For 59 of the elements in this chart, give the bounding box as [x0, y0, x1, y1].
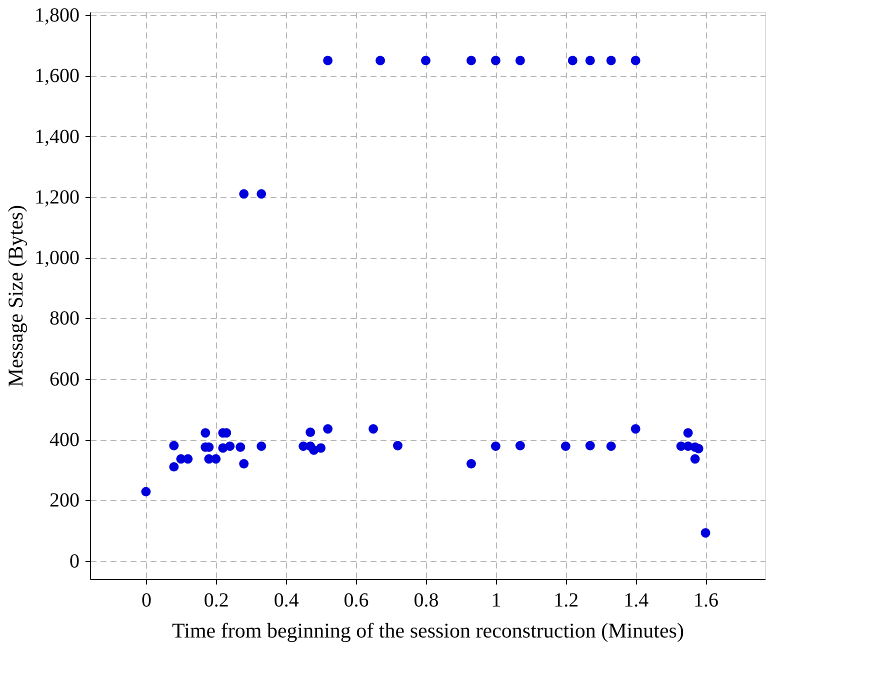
- y-axis-title: Message Size (Bytes): [4, 205, 28, 387]
- point: [630, 424, 640, 434]
- point: [239, 189, 249, 199]
- point: [490, 441, 500, 451]
- x-tick-label: 0: [141, 590, 152, 612]
- y-tick-label: 600: [50, 368, 80, 390]
- point: [466, 459, 476, 469]
- point: [568, 56, 578, 66]
- point: [683, 428, 693, 438]
- y-tick-label: 1,200: [34, 186, 80, 208]
- y-tick-label: 1,000: [34, 247, 80, 270]
- x-tick-label: 1.4: [624, 590, 649, 612]
- point: [169, 462, 179, 472]
- point: [225, 441, 235, 451]
- point: [606, 441, 616, 451]
- point: [200, 428, 210, 438]
- point: [585, 440, 595, 450]
- point: [560, 441, 570, 451]
- point: [323, 424, 333, 434]
- x-tick-label: 1.6: [694, 590, 719, 612]
- point: [141, 486, 151, 496]
- x-tick-label: 0.4: [274, 590, 299, 612]
- x-axis-title: Time from beginning of the session reconstruction (Minutes): [172, 618, 684, 642]
- y-tick-label: 1,800: [34, 4, 80, 27]
- y-tick-label: 0: [70, 550, 80, 572]
- point: [169, 440, 179, 450]
- point: [368, 424, 378, 434]
- x-tick-label: 0.2: [204, 590, 229, 612]
- point: [316, 443, 326, 453]
- point: [393, 440, 403, 450]
- point: [306, 428, 316, 437]
- point: [421, 56, 430, 66]
- point: [630, 56, 640, 66]
- y-tick-label: 1,400: [34, 126, 80, 148]
- y-tick-label: 1,600: [34, 65, 80, 88]
- y-tick-label: 800: [50, 308, 80, 330]
- point: [239, 459, 249, 469]
- y-tick-label: 200: [50, 490, 80, 512]
- x-tick-label: 1: [491, 590, 502, 612]
- point: [256, 189, 266, 199]
- point: [183, 454, 193, 464]
- point: [694, 444, 704, 454]
- point: [256, 441, 266, 451]
- x-tick-label: 0.6: [344, 590, 369, 612]
- point: [515, 56, 525, 66]
- point: [606, 56, 616, 66]
- x-tick-label: 0.8: [414, 590, 439, 612]
- point: [211, 454, 221, 464]
- point: [376, 56, 386, 66]
- point: [700, 528, 710, 538]
- point: [585, 56, 595, 66]
- point: [323, 56, 333, 66]
- x-tick-label: 1.2: [554, 590, 579, 612]
- point: [490, 56, 500, 66]
- point: [466, 56, 476, 66]
- y-tick-label: 400: [50, 429, 80, 452]
- point: [690, 454, 700, 464]
- point: [236, 442, 246, 452]
- point: [515, 440, 525, 450]
